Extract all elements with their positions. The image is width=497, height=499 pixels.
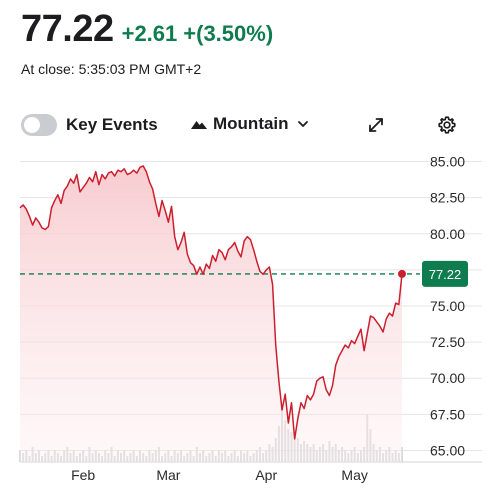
y-tick-label: 85.00: [430, 154, 465, 170]
y-tick-label: 72.50: [430, 334, 465, 350]
x-tick-label: Apr: [255, 467, 277, 483]
quote-header: 77.22 +2.61 +(3.50%): [21, 8, 273, 51]
price-change-percent: +(3.50%): [183, 21, 274, 46]
x-tick-label: Mar: [156, 467, 180, 483]
mountain-icon: [191, 121, 207, 129]
last-price-tag: 77.22: [422, 260, 468, 287]
chevron-down-icon: [297, 121, 308, 127]
last-price-label: 77.22: [429, 267, 462, 282]
y-tick-label: 65.00: [430, 442, 465, 458]
price-chart[interactable]: 85.0082.5080.0077.5075.0072.5070.0067.50…: [0, 150, 497, 499]
key-events-label: Key Events: [66, 115, 158, 134]
x-axis: Feb Mar Apr May: [71, 467, 368, 483]
settings-button[interactable]: [436, 114, 458, 136]
current-price: 77.22: [21, 8, 114, 50]
y-tick-label: 70.00: [430, 370, 465, 386]
toggle-off-icon: [24, 117, 40, 133]
price-line: [19, 165, 403, 440]
y-tick-label: 82.50: [430, 190, 465, 206]
key-events-toggle[interactable]: [21, 114, 57, 136]
close-timestamp: At close: 5:35:03 PM GMT+2: [21, 61, 202, 77]
last-price-dot: [398, 269, 406, 278]
fullscreen-button[interactable]: [365, 114, 387, 136]
y-axis: 85.0082.5080.0077.5075.0072.5070.0067.50…: [430, 154, 465, 459]
price-change: +2.61: [121, 21, 178, 46]
x-tick-label: May: [341, 467, 367, 483]
x-tick-label: Feb: [71, 467, 95, 483]
chart-toolbar: Key Events Mountain: [0, 108, 497, 142]
y-tick-label: 75.00: [430, 298, 465, 314]
y-tick-label: 67.50: [430, 406, 465, 422]
chart-type-label: Mountain: [213, 114, 289, 133]
chart-type-selector[interactable]: Mountain: [191, 114, 309, 134]
gear-icon: [438, 116, 456, 134]
price-area: [20, 165, 402, 462]
y-tick-label: 80.00: [430, 226, 465, 242]
expand-arrows-icon: [369, 118, 383, 132]
